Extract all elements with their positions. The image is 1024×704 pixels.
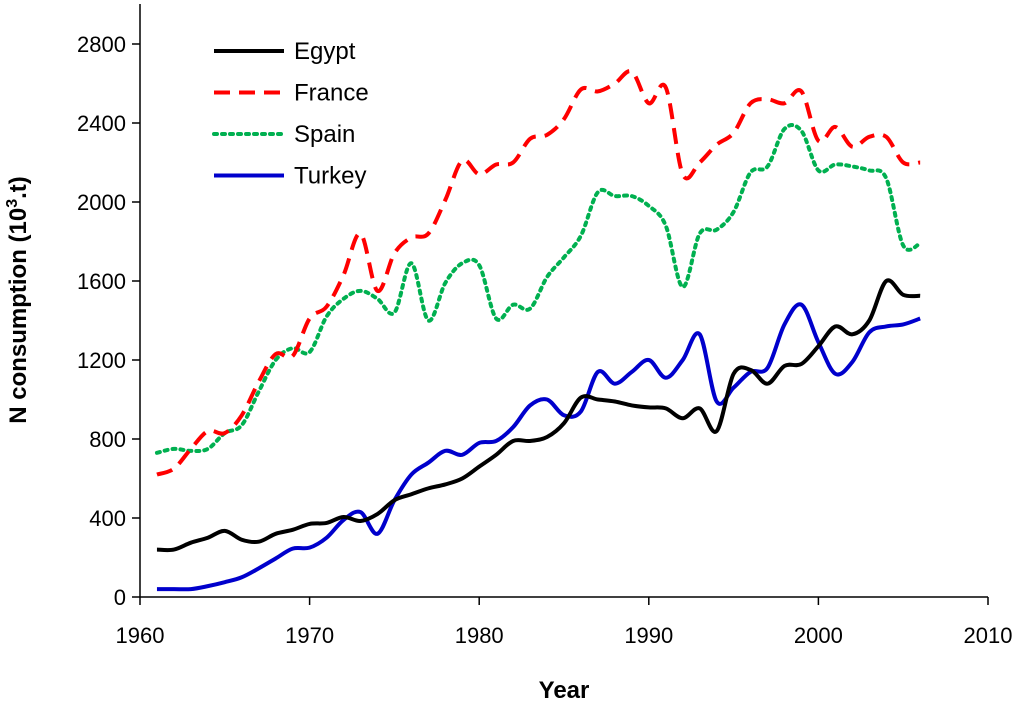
y-tick-label-1: 400 (89, 506, 126, 531)
y-axis-title: N consumption (103.t) (4, 176, 32, 424)
series-line-egypt (156, 278, 921, 553)
y-axis-title-sup: 3 (4, 199, 21, 208)
axes-layer (139, 4, 988, 598)
legend: Egypt France Spain Turkey (212, 38, 369, 190)
y-tick-label-4: 1600 (77, 269, 126, 294)
y-tick-label-0: 0 (114, 585, 126, 610)
x-tick-label-4: 2000 (794, 623, 843, 648)
x-tick-label-3: 1990 (624, 623, 673, 648)
y-tick-label-2: 800 (89, 427, 126, 452)
x-axis-title: Year (539, 677, 590, 704)
legend-label-turkey: Turkey (294, 163, 366, 190)
legend-label-france: France (294, 80, 369, 107)
y-axis-title-suffix: .t) (5, 176, 32, 199)
series-line-turkey (156, 302, 921, 592)
y-tick-label-5: 2000 (77, 190, 126, 215)
y-tick-label-3: 1200 (77, 348, 126, 373)
y-tick-label-6: 2400 (77, 111, 126, 136)
tick-layer: 0 400 800 1200 1600 2000 2400 2800 1960 1970 1980 1… (77, 32, 1012, 648)
legend-label-spain: Spain (294, 121, 355, 148)
series-line-france (156, 69, 921, 477)
series-line-spain (154, 123, 923, 455)
x-tick-label-5: 2010 (964, 623, 1013, 648)
y-axis-title-main: N consumption (10 (5, 208, 32, 424)
x-tick-label-2: 1980 (455, 623, 504, 648)
legend-label-egypt: Egypt (294, 38, 356, 65)
y-tick-label-7: 2800 (77, 32, 126, 57)
series-layer (154, 69, 923, 592)
x-tick-label-0: 1960 (116, 623, 165, 648)
x-tick-label-1: 1970 (285, 623, 334, 648)
